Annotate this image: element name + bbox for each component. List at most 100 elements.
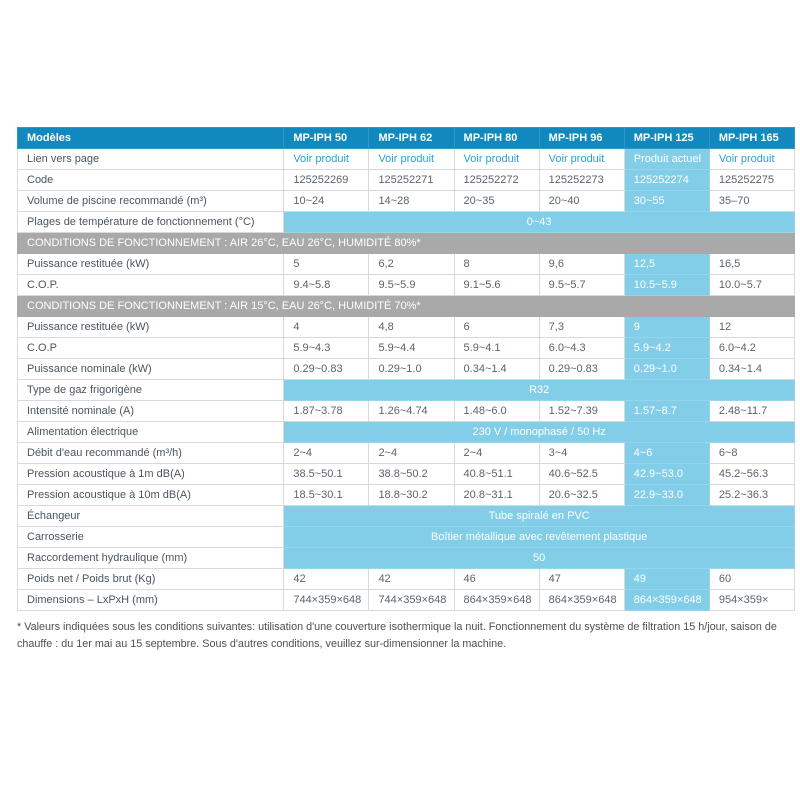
- voir-produit-link-mp-iph-96[interactable]: Voir produit: [538, 148, 625, 170]
- cell-mp-iph-80: 20.8~31.1: [453, 484, 540, 506]
- row-label: Débit d'eau recommandé (m³/h): [16, 442, 285, 464]
- cell-mp-iph-62: 6,2: [368, 253, 455, 275]
- cell-mp-iph-125: 1.57~8.7: [623, 400, 710, 422]
- row-label: Raccordement hydraulique (mm): [16, 547, 285, 569]
- cell-mp-iph-80: 125252272: [453, 169, 540, 191]
- cell-mp-iph-80: 5.9~4.1: [453, 337, 540, 359]
- cell-mp-iph-96: 40.6~52.5: [538, 463, 625, 485]
- cell-mp-iph-80: 0.34~1.4: [453, 358, 540, 380]
- cell-mp-iph-50: 4: [283, 316, 370, 338]
- row-label: Puissance restituée (kW): [16, 253, 285, 275]
- cell-mp-iph-96: 9,6: [538, 253, 625, 275]
- cell-mp-iph-80: 1.48~6.0: [453, 400, 540, 422]
- conditions-footnote: * Valeurs indiquées sous les conditions …: [17, 621, 777, 650]
- spanning-value: Tube spiralé en PVC: [283, 505, 795, 527]
- row-label: C.O.P: [16, 337, 285, 359]
- cell-mp-iph-62: 0.29~1.0: [368, 358, 455, 380]
- column-header-mp-iph-50: MP-IPH 50: [283, 127, 370, 149]
- cell-mp-iph-96: 3~4: [538, 442, 625, 464]
- cell-mp-iph-125: 42.9~53.0: [623, 463, 710, 485]
- spec-table-container: Modèles MP-IPH 50 MP-IPH 62 MP-IPH 80 MP…: [16, 127, 796, 652]
- cell-mp-iph-50: 18.5~30.1: [283, 484, 370, 506]
- section-header: CONDITIONS DE FONCTIONNEMENT : AIR 15°C,…: [17, 295, 795, 317]
- cell-mp-iph-80: 9.1~5.6: [453, 274, 540, 296]
- table-row-debit-eau: Débit d'eau recommandé (m³/h) 2~4 2~4 2~…: [16, 442, 796, 464]
- cell-mp-iph-62: 38.8~50.2: [368, 463, 455, 485]
- cell-mp-iph-62: 5.9~4.4: [368, 337, 455, 359]
- row-label: Plages de température de fonctionnement …: [16, 211, 285, 233]
- table-row-carrosserie: Carrosserie Boîtier métallique avec revê…: [16, 526, 795, 548]
- row-label: C.O.P.: [16, 274, 285, 296]
- voir-produit-link-mp-iph-62[interactable]: Voir produit: [368, 148, 455, 170]
- cell-mp-iph-165: 6~8: [708, 442, 796, 464]
- header-row: Modèles MP-IPH 50 MP-IPH 62 MP-IPH 80 MP…: [16, 127, 796, 149]
- table-row-puissance-restituee-26c: Puissance restituée (kW) 5 6,2 8 9,6 12,…: [16, 253, 796, 275]
- cell-mp-iph-50: 2~4: [283, 442, 370, 464]
- row-label: Pression acoustique à 10m dB(A): [16, 484, 285, 506]
- spanning-value: 0~43: [283, 211, 795, 233]
- spanning-value: 50: [283, 547, 795, 569]
- cell-mp-iph-62: 2~4: [368, 442, 455, 464]
- cell-mp-iph-80: 8: [453, 253, 540, 275]
- cell-mp-iph-165: 45.2~56.3: [708, 463, 796, 485]
- cell-mp-iph-50: 1.87~3.78: [283, 400, 370, 422]
- table-row-puissance-nominale: Puissance nominale (kW) 0.29~0.83 0.29~1…: [16, 358, 796, 380]
- cell-mp-iph-62: 1.26~4.74: [368, 400, 455, 422]
- row-label: Échangeur: [16, 505, 285, 527]
- voir-produit-link-mp-iph-50[interactable]: Voir produit: [283, 148, 370, 170]
- cell-mp-iph-165: 25.2~36.3: [708, 484, 796, 506]
- table-row-puissance-restituee-15c: Puissance restituée (kW) 4 4,8 6 7,3 9 1…: [16, 316, 796, 338]
- column-header-mp-iph-96: MP-IPH 96: [538, 127, 625, 149]
- cell-mp-iph-96: 7,3: [538, 316, 625, 338]
- cell-mp-iph-96: 47: [538, 568, 625, 590]
- cell-mp-iph-62: 4,8: [368, 316, 455, 338]
- cell-mp-iph-50: 9.4~5.8: [283, 274, 370, 296]
- cell-mp-iph-50: 0.29~0.83: [283, 358, 370, 380]
- voir-produit-link-mp-iph-80[interactable]: Voir produit: [453, 148, 540, 170]
- cell-mp-iph-50: 42: [283, 568, 370, 590]
- cell-mp-iph-125: 125252274: [623, 169, 710, 191]
- cell-mp-iph-96: 1.52~7.39: [538, 400, 625, 422]
- table-row-cop-26c: C.O.P. 9.4~5.8 9.5~5.9 9.1~5.6 9.5~5.7 1…: [16, 274, 796, 296]
- cell-mp-iph-125: 0.29~1.0: [623, 358, 710, 380]
- section-row-conditions-26c: CONDITIONS DE FONCTIONNEMENT : AIR 26°C,…: [17, 232, 795, 254]
- row-label: Puissance restituée (kW): [16, 316, 285, 338]
- table-row-cop-15c: C.O.P 5.9~4.3 5.9~4.4 5.9~4.1 6.0~4.3 5.…: [16, 337, 796, 359]
- cell-mp-iph-80: 40.8~51.1: [453, 463, 540, 485]
- cell-mp-iph-165: 16,5: [708, 253, 796, 275]
- cell-mp-iph-62: 42: [368, 568, 455, 590]
- cell-mp-iph-96: 0.29~0.83: [538, 358, 625, 380]
- cell-mp-iph-80: 46: [453, 568, 540, 590]
- row-label: Dimensions – LxPxH (mm): [16, 589, 285, 611]
- cell-mp-iph-96: 6.0~4.3: [538, 337, 625, 359]
- table-row-plages-temperature: Plages de température de fonctionnement …: [16, 211, 795, 233]
- cell-mp-iph-165: 12: [708, 316, 796, 338]
- cell-mp-iph-50: 125252269: [283, 169, 370, 191]
- row-label: Lien vers page: [16, 148, 285, 170]
- cell-mp-iph-125: 864×359×648: [623, 589, 710, 611]
- column-header-mp-iph-165: MP-IPH 165: [708, 127, 796, 149]
- column-header-mp-iph-62: MP-IPH 62: [368, 127, 455, 149]
- cell-mp-iph-165: 954×359×: [708, 589, 796, 611]
- table-row-lien-vers-page: Lien vers page Voir produit Voir produit…: [16, 148, 796, 170]
- cell-mp-iph-50: 744×359×648: [283, 589, 370, 611]
- table-row-poids: Poids net / Poids brut (Kg) 42 42 46 47 …: [16, 568, 796, 590]
- row-label: Type de gaz frigorigène: [16, 379, 285, 401]
- voir-produit-link-mp-iph-165[interactable]: Voir produit: [708, 148, 796, 170]
- table-row-echangeur: Échangeur Tube spiralé en PVC: [16, 505, 795, 527]
- cell-mp-iph-80: 864×359×648: [453, 589, 540, 611]
- cell-mp-iph-125: 10.5~5.9: [623, 274, 710, 296]
- cell-mp-iph-50: 38.5~50.1: [283, 463, 370, 485]
- column-header-mp-iph-125: MP-IPH 125: [623, 127, 710, 149]
- spanning-value: R32: [283, 379, 795, 401]
- product-spec-table: Modèles MP-IPH 50 MP-IPH 62 MP-IPH 80 MP…: [16, 127, 796, 611]
- column-header-mp-iph-80: MP-IPH 80: [453, 127, 540, 149]
- table-row-raccordement-hydraulique: Raccordement hydraulique (mm) 50: [16, 547, 795, 569]
- table-row-gaz-frigorigene: Type de gaz frigorigène R32: [16, 379, 795, 401]
- cell-mp-iph-62: 18.8~30.2: [368, 484, 455, 506]
- row-label: Volume de piscine recommandé (m³): [16, 190, 285, 212]
- cell-mp-iph-96: 9.5~5.7: [538, 274, 625, 296]
- cell-mp-iph-96: 20.6~32.5: [538, 484, 625, 506]
- cell-mp-iph-125: 9: [623, 316, 710, 338]
- cell-mp-iph-96: 20~40: [538, 190, 625, 212]
